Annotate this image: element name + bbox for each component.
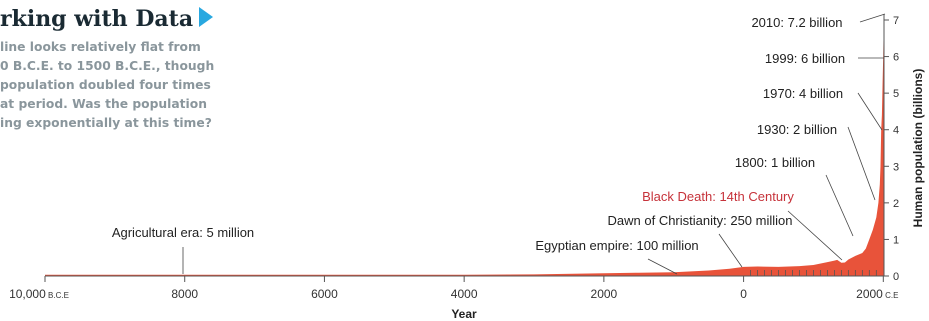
y-tick-label: 6 [893, 52, 899, 64]
annotation-leader [857, 92, 883, 131]
annotation-label: 1800: 1 billion [735, 155, 815, 170]
annotation-leader [847, 126, 876, 201]
y-tick-label: 3 [893, 161, 899, 173]
annotation-leader [825, 174, 854, 237]
annotation-label: 1930: 2 billion [757, 122, 837, 137]
annotation-highlight-label: Black Death: 14th Century [642, 189, 794, 204]
x-tick-label: 0 [740, 287, 747, 301]
x-tick-era: B.C.E [46, 291, 69, 300]
annotation-label: 2010: 7.2 billion [751, 15, 842, 30]
intro-paragraph: line looks relatively flat from 0 B.C.E.… [0, 38, 270, 133]
annotation-label: Egyptian empire: 100 million [535, 238, 698, 253]
annotation-label: Agricultural era: 5 million [112, 225, 254, 240]
intro-line: ing exponentially at this time? [0, 116, 212, 130]
annotation-label: 1999: 6 billion [765, 51, 845, 66]
y-tick-label: 4 [893, 125, 899, 137]
x-tick-label: 2000 [591, 287, 618, 301]
annotation-label: Dawn of Christianity: 250 million [608, 213, 793, 228]
intro-line: population doubled four times [0, 78, 211, 92]
x-tick-label: 4000 [451, 287, 478, 301]
y-tick-label: 7 [893, 15, 899, 27]
y-tick-label: 2 [893, 198, 899, 210]
section-heading: rking with Data [0, 6, 214, 32]
x-tick-label: 2000 C.E [856, 287, 898, 301]
annotation-leader [787, 210, 843, 261]
annotation-leader [718, 233, 743, 268]
x-tick-label: 8000 [171, 287, 198, 301]
y-tick-label: 0 [893, 271, 899, 283]
x-tick-label: 6000 [311, 287, 338, 301]
y-tick-label: 1 [893, 234, 899, 246]
y-axis-title: Human population (billions) [911, 69, 925, 228]
annotation-label: 1970: 4 billion [763, 86, 843, 101]
section-title: rking with Data [0, 6, 194, 32]
intro-line: at period. Was the population [0, 97, 207, 111]
annotation-leader [859, 13, 886, 23]
x-tick-label: 10,000 B.C.E [9, 287, 69, 301]
x-tick-era: C.E [883, 291, 899, 300]
y-tick-label: 5 [893, 88, 899, 100]
play-triangle-icon [199, 7, 214, 27]
annotation-leader [647, 258, 678, 275]
intro-line: 0 B.C.E. to 1500 B.C.E., though [0, 59, 215, 73]
x-axis-title: Year [451, 307, 477, 321]
intro-line: line looks relatively flat from [0, 40, 201, 54]
